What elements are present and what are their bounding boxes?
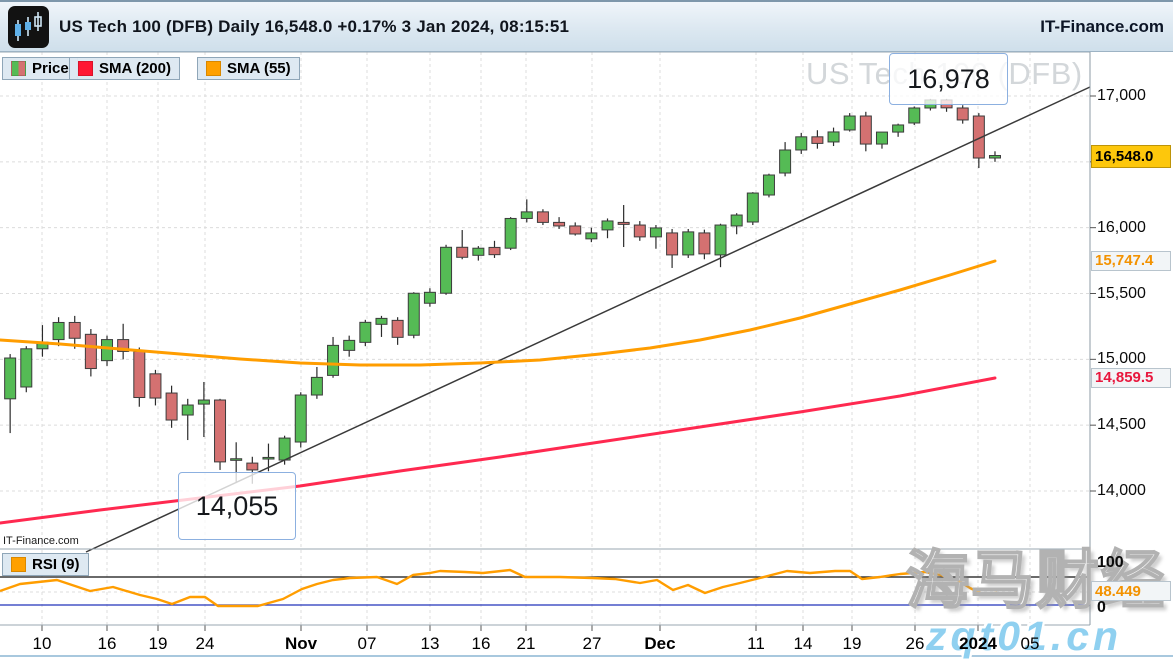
legend-price[interactable]: Price	[2, 57, 78, 80]
legend-sma200[interactable]: SMA (200)	[69, 57, 180, 80]
candle	[956, 107, 969, 121]
candle	[682, 231, 695, 256]
candle	[617, 221, 630, 225]
candle	[472, 247, 485, 256]
candle	[698, 232, 711, 255]
sma200-legend-label: SMA (200)	[99, 60, 171, 77]
sma55-legend-label: SMA (55)	[227, 60, 291, 77]
candle	[440, 246, 453, 294]
sma55-legend-icon	[206, 61, 221, 76]
candle	[714, 224, 727, 256]
candle	[327, 344, 340, 376]
candle	[649, 227, 662, 238]
candle	[843, 115, 856, 131]
high-annotation-label: 16,978	[907, 63, 990, 94]
candle	[4, 357, 17, 400]
legend-rsi[interactable]: RSI (9)	[2, 553, 89, 576]
candle	[488, 246, 501, 256]
site-watermark-url: zqt01.cn	[926, 613, 1123, 659]
candle	[117, 339, 130, 352]
candle	[666, 232, 679, 256]
candle	[795, 136, 808, 151]
sma-55-line	[0, 259, 997, 367]
candle	[310, 376, 323, 396]
candle	[908, 107, 921, 124]
candle	[504, 217, 517, 249]
candle	[230, 458, 243, 461]
candle	[20, 348, 33, 388]
candle	[294, 394, 307, 443]
candle	[278, 437, 291, 461]
low-annotation-label: 14,055	[195, 490, 279, 521]
candle	[68, 321, 81, 339]
candle	[569, 225, 582, 235]
rsi-line	[0, 568, 998, 608]
candle	[214, 399, 227, 463]
candle	[730, 214, 743, 227]
candle	[391, 319, 404, 338]
candle	[746, 192, 759, 223]
high-annotation-box[interactable]: 16,978	[889, 53, 1008, 105]
candle	[197, 399, 210, 405]
candle	[52, 321, 65, 341]
candle	[407, 292, 420, 336]
corner-brand-text: IT-Finance.com	[3, 535, 79, 547]
app-logo[interactable]	[8, 5, 49, 48]
sma200-legend-icon	[78, 61, 93, 76]
candle	[520, 211, 533, 219]
candle	[601, 220, 614, 231]
candle	[456, 246, 469, 258]
price-legend-label: Price	[32, 60, 69, 77]
candle	[246, 462, 259, 471]
candle	[181, 404, 194, 416]
sma-200-line	[0, 376, 997, 525]
candle	[859, 115, 872, 145]
site-watermark-cn: 海马财经	[905, 546, 1166, 616]
rsi-legend-label: RSI (9)	[32, 556, 80, 573]
candle	[375, 317, 388, 325]
candle	[262, 456, 275, 460]
rsi-legend-icon	[11, 557, 26, 572]
candle	[988, 155, 1001, 159]
candle	[149, 373, 162, 399]
candle	[133, 350, 146, 399]
candle	[779, 149, 792, 174]
candle	[343, 339, 356, 351]
low-annotation-box[interactable]: 14,055	[178, 472, 296, 540]
candle	[359, 321, 372, 343]
brand-link[interactable]: IT-Finance.com	[1040, 16, 1164, 36]
candle	[827, 131, 840, 143]
candle	[972, 115, 985, 159]
candle	[423, 291, 436, 304]
price-legend-icon	[11, 61, 26, 76]
header-bar: US Tech 100 (DFB) Daily 16,548.0 +0.17% …	[0, 0, 1173, 52]
candle	[875, 131, 888, 145]
legend-sma55[interactable]: SMA (55)	[197, 57, 300, 80]
candle	[633, 224, 646, 238]
candle	[762, 174, 775, 196]
candle	[84, 333, 97, 370]
candle	[165, 392, 178, 421]
candle	[536, 211, 549, 223]
candle	[811, 136, 824, 144]
candle	[553, 221, 566, 227]
candle	[101, 339, 114, 362]
candle	[892, 124, 905, 133]
chart-title: US Tech 100 (DFB) Daily 16,548.0 +0.17% …	[59, 16, 570, 36]
candlestick-logo-icon	[15, 11, 42, 41]
candle	[585, 232, 598, 240]
